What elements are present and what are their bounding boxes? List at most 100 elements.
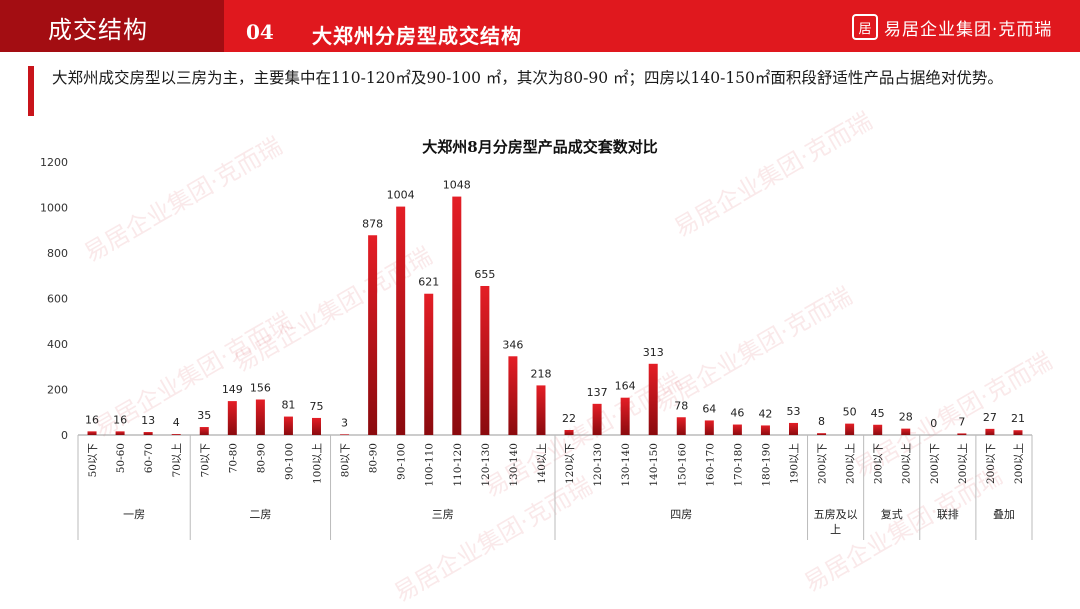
bar [817,433,827,435]
category-label: 90-100 [396,443,408,480]
data-label: 8 [818,415,825,428]
bar [592,403,602,435]
summary-text: 大郑州成交房型以三房为主，主要集中在110-120㎡及90-100 ㎡，其次为8… [52,69,1003,87]
category-label: 200以上 [901,443,913,484]
bar [452,196,462,435]
category-label: 200以下 [873,443,885,484]
bar [732,424,742,435]
category-label: 200以上 [1013,443,1025,484]
data-label: 78 [674,399,688,412]
bar [845,423,855,435]
data-label: 13 [141,414,155,427]
data-label: 75 [310,400,324,413]
bar [1013,430,1023,435]
category-label: 130-140 [508,443,520,487]
data-label: 137 [587,386,608,399]
chart-body: 0 200 400 600 800 1000 1200 16 50以下 16 50-60 13 60-7… [40,156,1033,540]
data-label: 81 [281,399,295,412]
group-label: 一房 [123,508,145,521]
data-label: 878 [362,217,383,230]
category-label: 200以下 [985,443,997,484]
category-label: 140-150 [648,443,660,487]
bar [115,431,125,435]
group-label: 四房 [670,508,692,521]
category-label: 120以下 [564,443,576,484]
category-label: 70以上 [171,443,183,477]
category-label: 100-110 [424,443,436,487]
category-label: 70-80 [227,443,239,473]
bar [227,401,237,435]
bar [536,385,546,435]
bar [396,206,406,435]
category-label: 120-130 [480,443,492,487]
group-label-line: 上 [830,523,841,536]
header-right-panel [224,0,1080,52]
data-label: 346 [502,338,523,351]
y-tick-label: 600 [47,293,68,306]
bar [312,417,321,435]
data-label: 22 [562,412,576,425]
category-label: 160-170 [704,443,716,487]
data-label: 64 [702,402,716,415]
category-label: 140以上 [536,443,548,484]
category-label: 110-120 [452,443,464,487]
logo-text: 易居企业集团·克而瑞 [884,19,1053,40]
logo-icon: 居 [852,14,878,40]
bar [255,399,265,435]
category-label: 180-190 [760,443,772,487]
data-label: 218 [530,367,551,380]
data-label: 1004 [387,189,415,202]
data-label: 53 [787,405,801,418]
bar [957,433,967,435]
data-label: 7 [958,415,965,428]
data-label: 0 [930,417,937,430]
bar [789,422,798,435]
category-label: 200以上 [845,443,857,484]
bar [704,420,714,435]
data-label: 27 [983,411,997,424]
data-label: 1048 [443,179,471,192]
category-label: 60-70 [143,443,155,473]
category-label: 50-60 [115,443,127,473]
data-label: 16 [85,413,99,426]
bar [508,356,518,435]
header-bar: 成交结构 04 大郑州分房型成交结构 居 易居企业集团·克而瑞 [0,0,1080,52]
category-label: 200以上 [957,443,969,484]
data-label: 621 [418,276,439,289]
header-left-panel [0,0,224,52]
y-tick-label: 0 [61,429,68,442]
bar [676,417,686,435]
bar [564,429,574,435]
data-label: 655 [474,268,495,281]
bar [283,416,293,435]
data-label: 16 [113,413,127,426]
bar [340,434,350,435]
bar [480,285,490,435]
summary-accent-bar [28,66,34,116]
data-label: 28 [899,411,913,424]
company-logo: 居 易居企业集团·克而瑞 [852,14,1052,40]
group-label: 二房 [249,508,271,521]
group-label: 三房 [432,508,454,521]
data-label: 50 [843,406,857,419]
bar [143,432,153,435]
data-label: 313 [643,346,664,359]
data-label: 164 [615,380,636,393]
group-label: 叠加 [993,508,1015,521]
data-label: 156 [250,382,271,395]
y-tick-label: 1200 [40,156,68,169]
category-label: 80以下 [340,443,352,477]
y-tick-label: 1000 [40,202,68,215]
chart-title: 大郑州8月分房型产品成交套数对比 [422,138,657,156]
bar [760,425,770,435]
y-tick-label: 800 [47,247,68,260]
data-label: 4 [173,416,180,429]
bar [901,428,911,435]
category-label: 120-130 [592,443,604,487]
category-label: 200以下 [817,443,829,484]
bar [424,293,434,435]
category-label: 80-90 [255,443,267,473]
bar [620,397,630,435]
data-label: 149 [222,383,243,396]
